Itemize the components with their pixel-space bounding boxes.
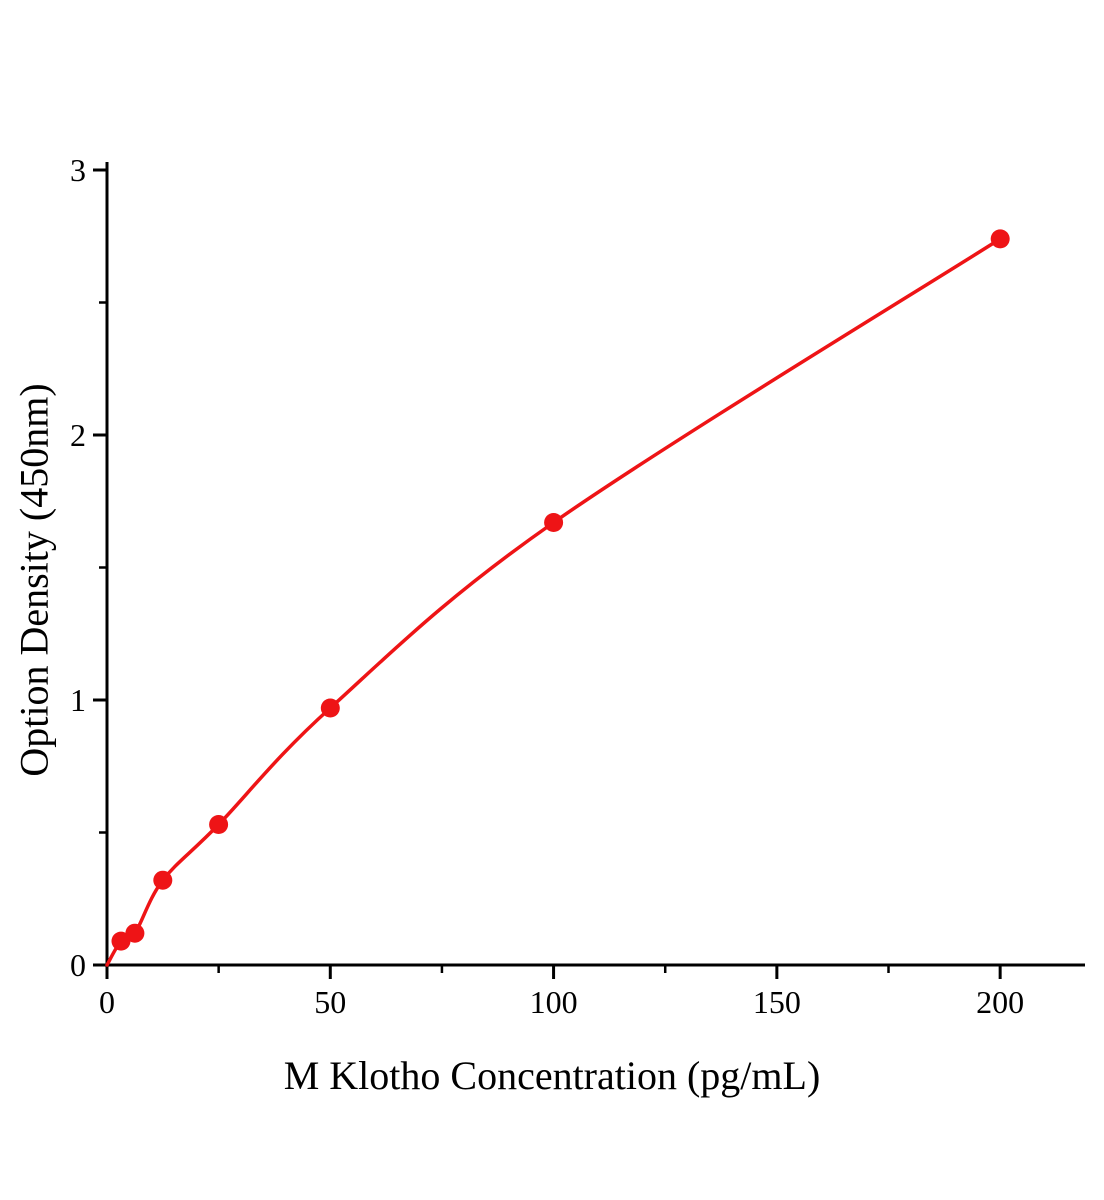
y-tick-label: 2 — [70, 417, 86, 453]
data-point — [111, 931, 131, 951]
data-point — [320, 698, 340, 718]
data-point — [209, 815, 229, 834]
x-tick-label: 100 — [529, 984, 578, 1020]
y-tick-label: 3 — [70, 152, 86, 188]
data-point — [990, 229, 1010, 249]
x-tick-label: 0 — [99, 984, 115, 1020]
data-point — [125, 923, 145, 943]
x-tick-label: 50 — [314, 984, 347, 1020]
x-axis-title: M Klotho Concentration (pg/mL) — [283, 1053, 821, 1098]
data-point — [544, 513, 564, 532]
y-tick-label: 1 — [70, 682, 86, 718]
data-point — [153, 870, 173, 890]
standard-curve-line — [105, 237, 1002, 967]
x-tick-label: 150 — [752, 984, 801, 1020]
x-tick-label: 200 — [976, 984, 1025, 1020]
y-tick-label: 0 — [70, 947, 86, 983]
y-axis-title: Option Density (450nm) — [11, 383, 57, 777]
